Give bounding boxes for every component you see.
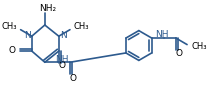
Text: CH₃: CH₃ bbox=[1, 22, 17, 31]
Text: O: O bbox=[175, 49, 182, 58]
Text: O: O bbox=[69, 74, 76, 83]
Text: N: N bbox=[60, 31, 67, 40]
Text: CH₃: CH₃ bbox=[192, 42, 207, 51]
Text: O: O bbox=[58, 61, 65, 70]
Text: N: N bbox=[24, 31, 31, 40]
Text: NH: NH bbox=[55, 55, 68, 64]
Text: O: O bbox=[9, 46, 16, 55]
Text: CH₃: CH₃ bbox=[74, 22, 89, 31]
Text: NH₂: NH₂ bbox=[39, 4, 56, 13]
Text: NH: NH bbox=[155, 30, 169, 39]
